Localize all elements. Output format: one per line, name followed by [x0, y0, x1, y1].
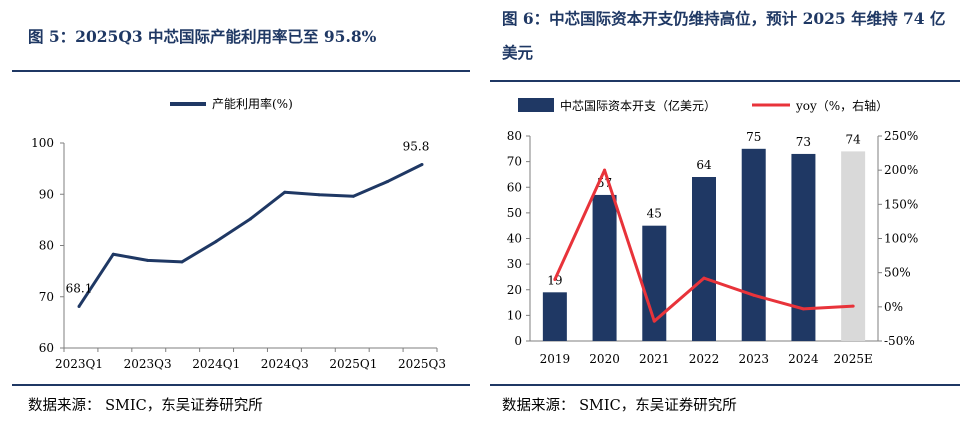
capex-bar — [542, 292, 567, 341]
capex-bar — [592, 194, 617, 341]
left-y-tick-label: 80 — [507, 129, 522, 143]
legend-label: 产能利用率(%) — [212, 96, 293, 111]
x-tick-label: 2024Q1 — [192, 357, 240, 371]
legend-bar-label: 中芯国际资本开支（亿美元） — [560, 98, 716, 113]
x-tick-label: 2025Q1 — [329, 357, 377, 371]
utilization-point — [214, 239, 218, 243]
utilization-point — [77, 304, 81, 308]
right-y-tick-label: -50% — [884, 334, 915, 348]
capex-bar — [791, 153, 816, 341]
utilization-series-line — [77, 163, 423, 308]
y-tick-label: 90 — [39, 187, 54, 201]
utilization-point — [420, 163, 424, 167]
utilization-point — [386, 179, 390, 183]
capex-bar-label: 75 — [746, 130, 761, 144]
legend-line-label: yoy（%，右轴） — [795, 98, 888, 113]
capex-bar-label: 64 — [696, 158, 712, 172]
capex-bar-label: 45 — [647, 207, 662, 221]
x-tick-label: 2025Q3 — [398, 357, 446, 371]
capex-bar-label: 73 — [796, 135, 811, 149]
right-y-tick-label: 50% — [884, 266, 911, 280]
capex-combo-chart: 中芯国际资本开支（亿美元） yoy（%，右轴） 0 10 20 30 40 50 60 70 80 -… — [507, 98, 918, 366]
data-label: 68.1 — [66, 281, 93, 295]
utilization-point — [351, 194, 355, 198]
x-tick-label: 2020 — [589, 352, 620, 366]
right-y-tick-label: 0% — [884, 300, 903, 314]
x-tick-label: 2023Q3 — [124, 357, 172, 371]
right-y-tick-label: 250% — [884, 129, 918, 143]
capex-bar — [741, 148, 766, 341]
utilization-point — [283, 190, 287, 194]
capex-bar — [642, 225, 667, 341]
yoy-point — [851, 304, 855, 308]
legend-bar-swatch — [518, 98, 554, 112]
y-tick-label: 70 — [39, 290, 54, 304]
x-tick-label: 2019 — [540, 352, 571, 366]
yoy-point — [603, 168, 607, 172]
capex-bar — [692, 177, 716, 341]
x-tick-label: 2023 — [738, 352, 769, 366]
yoy-point — [702, 276, 706, 280]
right-y-tick-label: 200% — [884, 163, 918, 177]
right-y-tick-label: 150% — [884, 197, 918, 211]
utilization-point — [146, 258, 150, 262]
left-y-tick-label: 10 — [507, 308, 522, 322]
right-figure-title: 图 6：中芯国际资本开支仍维持高位，预计 2025 年维持 74 亿美元 — [502, 9, 946, 62]
left-y-tick-label: 50 — [507, 206, 522, 220]
left-y-tick-label: 60 — [507, 180, 522, 194]
x-tick-label: 2025E — [833, 352, 872, 366]
right-source-note: 数据来源： SMIC，东吴证券研究所 — [502, 398, 737, 414]
data-label: 95.8 — [403, 140, 430, 154]
capex-bar — [841, 151, 866, 341]
yoy-point — [652, 319, 656, 323]
utilization-line-chart: 产能利用率(%) 60 70 80 90 100 2023Q1 2023Q3 2024Q1 202… — [31, 96, 446, 371]
utilization-point — [180, 260, 184, 264]
right-y-tick-label: 100% — [884, 232, 918, 246]
right-figure-panel: 图 6：中芯国际资本开支仍维持高位，预计 2025 年维持 74 亿美元 中芯国… — [490, 0, 960, 424]
right-bottom-rule — [490, 384, 960, 386]
left-y-tick-label: 0 — [514, 334, 522, 348]
x-tick-label: 2021 — [639, 352, 670, 366]
left-y-tick-label: 20 — [507, 283, 522, 297]
x-tick-label: 2023Q1 — [55, 357, 103, 371]
x-tick-label: 2024 — [788, 352, 819, 366]
yoy-point — [801, 307, 805, 311]
utilization-point — [317, 193, 321, 197]
left-y-tick-label: 40 — [507, 232, 522, 246]
capex-bar-label: 74 — [846, 132, 862, 146]
left-figure-title: 图 5：2025Q3 中芯国际产能利用率已至 95.8% — [28, 27, 377, 46]
yoy-point — [752, 293, 756, 297]
right-top-rule — [490, 80, 960, 82]
utilization-point — [111, 252, 115, 256]
y-tick-label: 80 — [39, 239, 54, 253]
y-tick-label: 60 — [39, 341, 54, 355]
x-tick-label: 2022 — [689, 352, 720, 366]
left-source-note: 数据来源： SMIC，东吴证券研究所 — [28, 398, 263, 414]
y-tick-label: 100 — [31, 136, 54, 150]
left-figure-panel: 图 5：2025Q3 中芯国际产能利用率已至 95.8% 产能利用率(%) 60 7… — [0, 0, 470, 424]
x-tick-label: 2024Q3 — [261, 357, 309, 371]
left-y-tick-label: 70 — [507, 155, 522, 169]
utilization-point — [249, 217, 252, 221]
left-bottom-rule — [12, 384, 470, 386]
yoy-point — [553, 278, 557, 281]
left-top-rule — [12, 70, 470, 72]
left-y-tick-label: 30 — [507, 257, 522, 271]
